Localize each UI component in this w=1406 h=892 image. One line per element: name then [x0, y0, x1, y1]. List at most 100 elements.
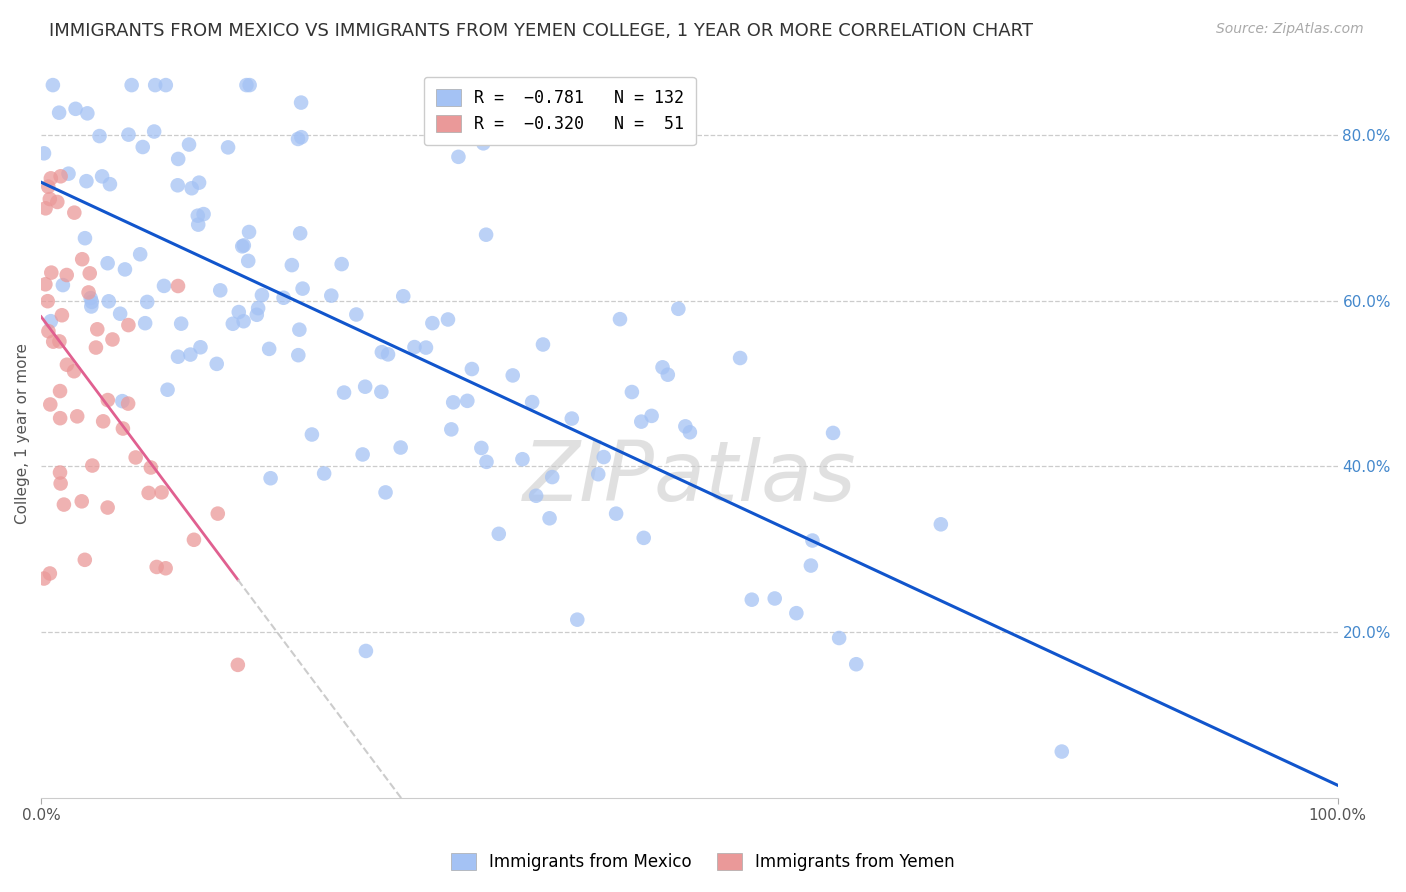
Point [235, 78, 257, 92]
Point [538, 511, 561, 525]
Point [475, 227, 498, 242]
Point [392, 289, 415, 303]
Point [73, 231, 96, 245]
Point [238, 254, 260, 268]
Point [97, 500, 120, 515]
Point [821, 425, 844, 440]
Point [183, 533, 205, 547]
Point [32, 572, 55, 586]
Point [389, 441, 412, 455]
Point [330, 257, 353, 271]
Point [415, 341, 437, 355]
Point [49, 169, 72, 184]
Point [132, 140, 155, 154]
Point [153, 279, 176, 293]
Point [86, 322, 108, 336]
Text: ZIPatlas: ZIPatlas [523, 436, 856, 517]
Point [929, 517, 952, 532]
Point [228, 305, 250, 319]
Point [136, 294, 159, 309]
Point [630, 415, 652, 429]
Point [520, 395, 543, 409]
Point [52, 278, 75, 293]
Point [49, 476, 72, 491]
Point [180, 181, 202, 195]
Point [404, 340, 426, 354]
Point [84, 341, 107, 355]
Point [217, 140, 239, 154]
Point [117, 396, 139, 410]
Point [257, 342, 280, 356]
Point [179, 347, 201, 361]
Point [666, 301, 689, 316]
Point [48, 105, 70, 120]
Point [440, 422, 463, 436]
Point [117, 318, 139, 332]
Point [620, 384, 643, 399]
Point [73, 553, 96, 567]
Point [512, 452, 534, 467]
Point [166, 178, 188, 193]
Point [290, 95, 312, 110]
Point [828, 631, 851, 645]
Point [531, 337, 554, 351]
Point [155, 561, 177, 575]
Point [170, 317, 193, 331]
Point [232, 314, 254, 328]
Point [657, 368, 679, 382]
Point [70, 252, 93, 267]
Point [301, 427, 323, 442]
Point [281, 258, 304, 272]
Point [232, 238, 254, 252]
Point [290, 130, 312, 145]
Point [97, 256, 120, 270]
Point [38, 566, 60, 581]
Point [845, 657, 868, 672]
Point [288, 323, 311, 337]
Point [79, 291, 101, 305]
Point [422, 316, 444, 330]
Point [76, 106, 98, 120]
Point [51, 308, 73, 322]
Point [488, 526, 510, 541]
Point [52, 498, 75, 512]
Point [155, 78, 177, 92]
Point [91, 414, 114, 428]
Point [592, 450, 614, 464]
Point [314, 467, 336, 481]
Point [97, 294, 120, 309]
Point [561, 411, 583, 425]
Point [352, 447, 374, 461]
Point [800, 558, 823, 573]
Point [89, 129, 111, 144]
Point [190, 340, 212, 354]
Point [250, 288, 273, 302]
Point [238, 225, 260, 239]
Point [63, 364, 86, 378]
Point [344, 308, 367, 322]
Legend: Immigrants from Mexico, Immigrants from Yemen: Immigrants from Mexico, Immigrants from … [443, 845, 963, 880]
Point [470, 441, 492, 455]
Point [447, 150, 470, 164]
Point [39, 397, 62, 411]
Point [34, 202, 56, 216]
Point [205, 357, 228, 371]
Point [354, 644, 377, 658]
Point [437, 312, 460, 326]
Point [177, 137, 200, 152]
Point [374, 485, 396, 500]
Legend: R =  −0.781   N = 132, R =  −0.320   N =  51: R = −0.781 N = 132, R = −0.320 N = 51 [423, 77, 696, 145]
Point [239, 78, 262, 92]
Point [167, 152, 190, 166]
Point [321, 288, 343, 302]
Point [586, 467, 609, 482]
Point [456, 393, 478, 408]
Point [187, 218, 209, 232]
Point [65, 102, 87, 116]
Point [138, 486, 160, 500]
Point [673, 419, 696, 434]
Point [49, 411, 72, 425]
Point [63, 205, 86, 219]
Point [80, 294, 103, 309]
Point [66, 409, 89, 424]
